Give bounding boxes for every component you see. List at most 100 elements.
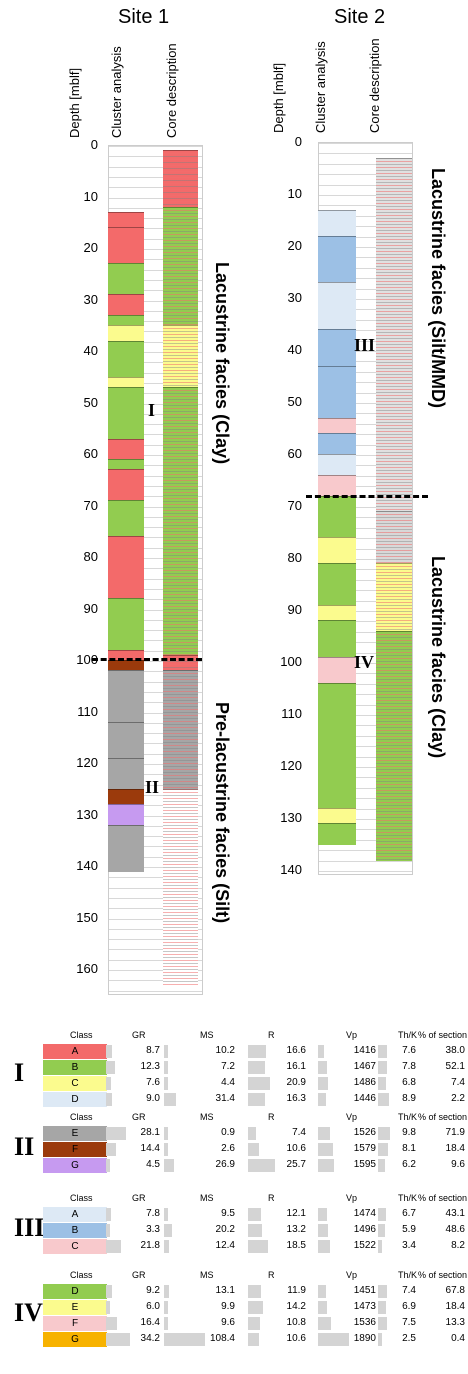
table-value: 18.4 [445,1301,465,1312]
lithology-unit [163,325,198,389]
table-header: Th/K [398,1193,418,1203]
depth-tick-label: 10 [83,188,98,204]
lithology-unit [108,469,144,502]
value-bar [106,1333,130,1346]
table-value: 71.9 [445,1127,465,1138]
table-value: 16.3 [286,1093,306,1104]
value-bar [248,1301,264,1314]
depth-gridline [109,434,202,436]
depth-gridline [319,465,412,467]
depth-gridline [109,558,202,559]
lithology-unit [318,365,356,419]
value-bar [378,1301,387,1314]
value-bar [318,1333,350,1346]
table-value: 1579 [353,1143,376,1154]
depth-gridline [319,423,412,425]
lithology-unit [318,563,356,606]
table-header: R [268,1030,275,1040]
table-value: 1451 [353,1285,376,1296]
depth-gridline [319,299,412,300]
lithology-unit [376,563,412,632]
lithology-unit [108,227,144,265]
depth-gridline [109,640,202,642]
value-bar [248,1208,261,1221]
table-value: 67.8 [445,1285,465,1296]
depth-tick-label: 130 [280,810,302,825]
value-bar [248,1285,261,1298]
depth-gridline [319,517,412,519]
value-bar [106,1159,110,1172]
value-bar [248,1061,266,1074]
depth-gridline [109,764,202,765]
depth-tick-label: 20 [287,238,302,253]
depth-gridline [109,300,202,302]
lithology-unit [318,656,356,684]
depth-gridline [319,559,412,560]
value-bar [106,1317,118,1330]
site2-log-frame [318,142,413,875]
table-value: 14.4 [140,1143,160,1154]
lithology-unit [163,788,198,986]
depth-tick-label: 60 [83,446,98,461]
depth-gridline [109,547,202,549]
depth-gridline [319,735,412,737]
lithology-unit [108,757,144,790]
value-bar [378,1317,387,1330]
table-value: 9.8 [402,1127,416,1138]
table-value: 16.4 [140,1317,160,1328]
table-value: 1416 [353,1045,376,1056]
site2-title: Site 2 [334,6,386,28]
depth-tick-label: 120 [76,755,98,770]
value-bar [164,1127,168,1140]
depth-tick-label: 100 [280,654,302,669]
depth-gridline [319,715,412,716]
lithology-unit [318,823,356,845]
lithology-unit [108,536,144,600]
value-bar [248,1159,276,1172]
depth-gridline [109,650,202,652]
value-bar [378,1240,383,1253]
depth-gridline [319,652,412,654]
value-bar [378,1224,386,1237]
value-bar [164,1143,168,1156]
depth-gridline [109,269,202,271]
table-value: 1446 [353,1093,376,1104]
depth-gridline [319,663,412,664]
depth-gridline [109,475,202,477]
depth-gridline [319,195,412,196]
depth-gridline [109,382,202,384]
depth-gridline [109,918,202,920]
site2-facies-silt: Lacustrine facies (Silt/MMD) [428,168,448,409]
depth-gridline [109,496,202,498]
table-value: 1890 [353,1333,376,1344]
table-header: R [268,1193,275,1203]
lithology-unit [108,598,144,651]
depth-gridline [109,970,202,971]
depth-gridline [319,330,412,332]
depth-tick-label: 70 [83,497,98,513]
depth-gridline [109,630,202,632]
depth-gridline [319,725,412,727]
lithology-unit [108,804,144,826]
depth-tick-label: 50 [83,394,98,410]
lithology-unit [318,329,356,367]
table-value: 7.6 [402,1045,416,1056]
class-swatch: G [43,1332,107,1347]
table-value: 108.4 [209,1333,235,1344]
table-value: 10.2 [215,1045,235,1056]
depth-gridline [319,527,412,529]
depth-gridline [109,712,202,714]
depth-gridline [109,671,202,673]
table-value: 38.0 [445,1045,465,1056]
lithology-unit [108,294,144,316]
lithology-unit [108,459,144,471]
table-value: 9.9 [221,1301,235,1312]
table-value: 6.0 [146,1301,160,1312]
value-bar [164,1208,168,1221]
depth-gridline [109,825,202,827]
value-bar [318,1224,329,1237]
group-label: III [14,1213,45,1242]
table-value: 43.1 [445,1208,465,1219]
depth-tick-label: 160 [76,961,98,976]
table-value: 31.4 [215,1093,235,1104]
